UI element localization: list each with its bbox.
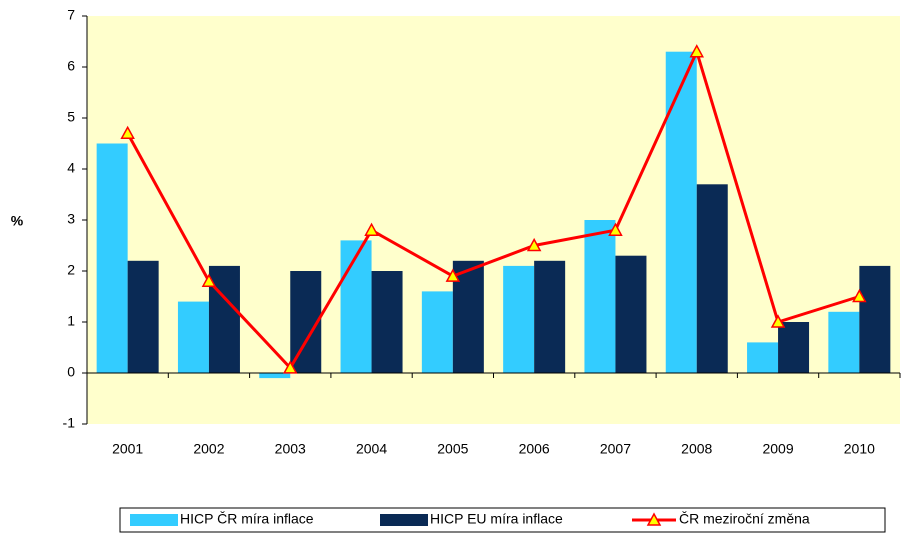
bar [208, 265, 240, 373]
bar [584, 220, 616, 373]
x-tick-label: 2001 [112, 441, 143, 457]
marker [364, 222, 379, 236]
marker [608, 222, 623, 236]
y-tick-label: 5 [67, 109, 75, 125]
x-tick-label: 2003 [275, 441, 306, 457]
x-tick-label: 2008 [681, 441, 712, 457]
y-axis-label: % [11, 213, 24, 229]
marker [770, 314, 786, 328]
y-tick-label: 2 [67, 262, 75, 278]
marker [852, 288, 867, 303]
x-tick-label: 2006 [519, 441, 550, 457]
bar [696, 184, 728, 373]
bar [503, 265, 535, 373]
bar [340, 240, 372, 373]
legend-swatch [130, 514, 178, 526]
legend-marker [646, 512, 662, 526]
y-tick-label: -1 [63, 415, 76, 431]
bar [371, 271, 403, 373]
y-tick-label: 1 [67, 313, 75, 329]
marker [120, 125, 135, 140]
marker [282, 360, 298, 374]
marker [689, 44, 705, 58]
x-tick-label: 2010 [844, 441, 875, 457]
x-tick-label: 2002 [193, 441, 224, 457]
x-tick-label: 2009 [762, 441, 793, 457]
x-tick-label: 2007 [600, 441, 631, 457]
legend-label: HICP ČR míra inflace [180, 511, 314, 527]
bar [828, 311, 860, 373]
bar [421, 291, 453, 373]
bar [127, 260, 159, 373]
bar [859, 265, 891, 373]
y-tick-label: 3 [67, 211, 75, 227]
marker [201, 273, 217, 287]
bar [778, 322, 810, 373]
bar [747, 342, 779, 373]
legend-swatch [380, 514, 428, 526]
y-tick-label: 0 [67, 364, 75, 380]
legend-label: ČR meziroční změna [679, 511, 810, 527]
legend-box [119, 507, 886, 533]
bar [534, 260, 566, 373]
marker [526, 237, 542, 252]
x-tick-label: 2005 [437, 441, 468, 457]
marker [445, 268, 461, 282]
bar [665, 51, 697, 373]
x-tick-label: 2004 [356, 441, 387, 457]
line [126, 47, 860, 371]
y-tick-label: 4 [67, 160, 75, 176]
y-tick-label: 7 [67, 7, 75, 23]
bar [96, 143, 128, 373]
legend-label: HICP EU míra inflace [430, 511, 563, 527]
y-tick-label: 6 [67, 58, 75, 74]
bar [177, 301, 209, 373]
bar [615, 255, 647, 373]
bar [259, 373, 291, 379]
